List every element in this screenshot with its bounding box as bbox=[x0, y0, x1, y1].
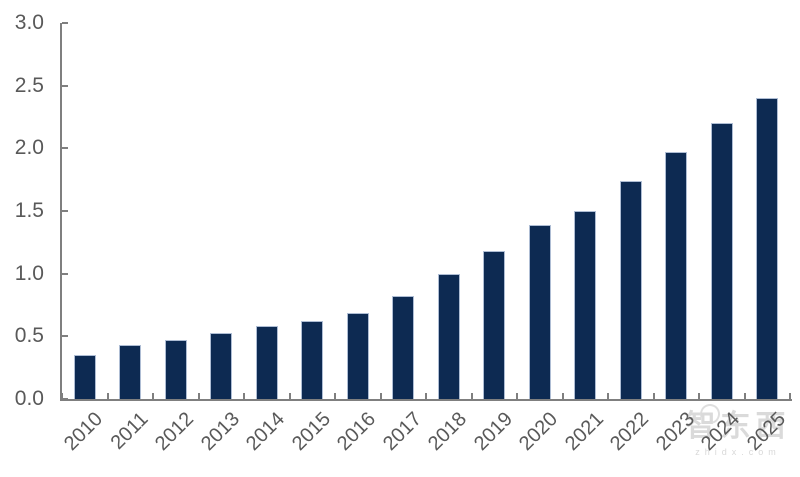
x-tick-label: 2012 bbox=[151, 408, 199, 456]
x-axis-tick bbox=[334, 393, 336, 399]
x-tick-label: 2019 bbox=[469, 408, 517, 456]
x-tick-label: 2024 bbox=[697, 408, 745, 456]
y-axis-tick bbox=[62, 272, 68, 275]
y-axis-tick bbox=[62, 398, 68, 400]
x-tick-label: 2018 bbox=[424, 408, 472, 456]
x-tick-label: 2011 bbox=[106, 408, 153, 454]
x-axis-tick bbox=[652, 393, 655, 399]
x-axis-tick bbox=[470, 393, 473, 399]
x-tick-label: 2025 bbox=[742, 408, 790, 456]
bar bbox=[619, 180, 642, 399]
bar bbox=[392, 296, 415, 399]
y-tick-label: 2.5 bbox=[14, 73, 44, 97]
bar bbox=[574, 211, 597, 399]
x-axis-tick bbox=[243, 393, 245, 399]
y-axis-tick bbox=[62, 147, 68, 150]
x-axis-tick bbox=[61, 393, 63, 399]
x-axis-line bbox=[60, 399, 792, 401]
y-axis-tick bbox=[62, 84, 68, 87]
bar bbox=[210, 332, 233, 399]
x-axis-tick bbox=[743, 393, 746, 399]
x-tick-label: 2020 bbox=[515, 408, 563, 456]
bar bbox=[255, 326, 278, 399]
bar bbox=[301, 321, 324, 399]
x-axis-tick bbox=[106, 393, 109, 399]
y-tick-label: 3.0 bbox=[14, 11, 44, 34]
y-tick-label: 1.0 bbox=[14, 261, 44, 285]
x-axis-tick bbox=[561, 393, 564, 399]
bar bbox=[164, 340, 187, 399]
x-tick-label: 2023 bbox=[651, 408, 699, 456]
y-axis-tick bbox=[62, 210, 68, 212]
x-axis-tick bbox=[152, 393, 154, 399]
bar bbox=[73, 355, 96, 399]
y-axis-tick bbox=[62, 22, 68, 24]
bar bbox=[346, 312, 369, 399]
y-axis-line bbox=[60, 23, 62, 401]
x-axis-tick bbox=[698, 393, 700, 399]
x-tick-label: 2015 bbox=[287, 408, 335, 456]
x-axis-tick bbox=[288, 393, 291, 399]
bar bbox=[665, 152, 688, 399]
x-tick-label: 2017 bbox=[378, 408, 426, 456]
y-axis-tick bbox=[62, 335, 68, 338]
x-axis-tick bbox=[789, 393, 791, 399]
x-tick-label: 2014 bbox=[242, 408, 290, 456]
bar bbox=[710, 123, 733, 399]
y-tick-label: 1.5 bbox=[14, 199, 44, 222]
x-tick-label: 2021 bbox=[560, 408, 608, 456]
x-axis-tick bbox=[197, 393, 200, 399]
x-axis-tick bbox=[516, 393, 518, 399]
bar bbox=[437, 273, 460, 399]
bar bbox=[528, 224, 551, 399]
bar bbox=[119, 345, 142, 399]
y-tick-label: 0.0 bbox=[14, 387, 44, 410]
x-tick-label: 2010 bbox=[60, 408, 108, 456]
x-tick-label: 2013 bbox=[196, 408, 244, 456]
x-axis-tick bbox=[379, 393, 382, 399]
x-axis-tick bbox=[425, 393, 427, 399]
y-tick-label: 0.5 bbox=[14, 324, 44, 348]
watermark-domain-text: zhidx.com bbox=[695, 447, 781, 457]
y-tick-label: 2.0 bbox=[14, 136, 44, 160]
bar bbox=[756, 98, 779, 399]
bar bbox=[483, 251, 506, 399]
x-axis-tick bbox=[607, 393, 609, 399]
x-tick-label: 2016 bbox=[333, 408, 381, 456]
x-tick-label: 2022 bbox=[606, 408, 654, 456]
